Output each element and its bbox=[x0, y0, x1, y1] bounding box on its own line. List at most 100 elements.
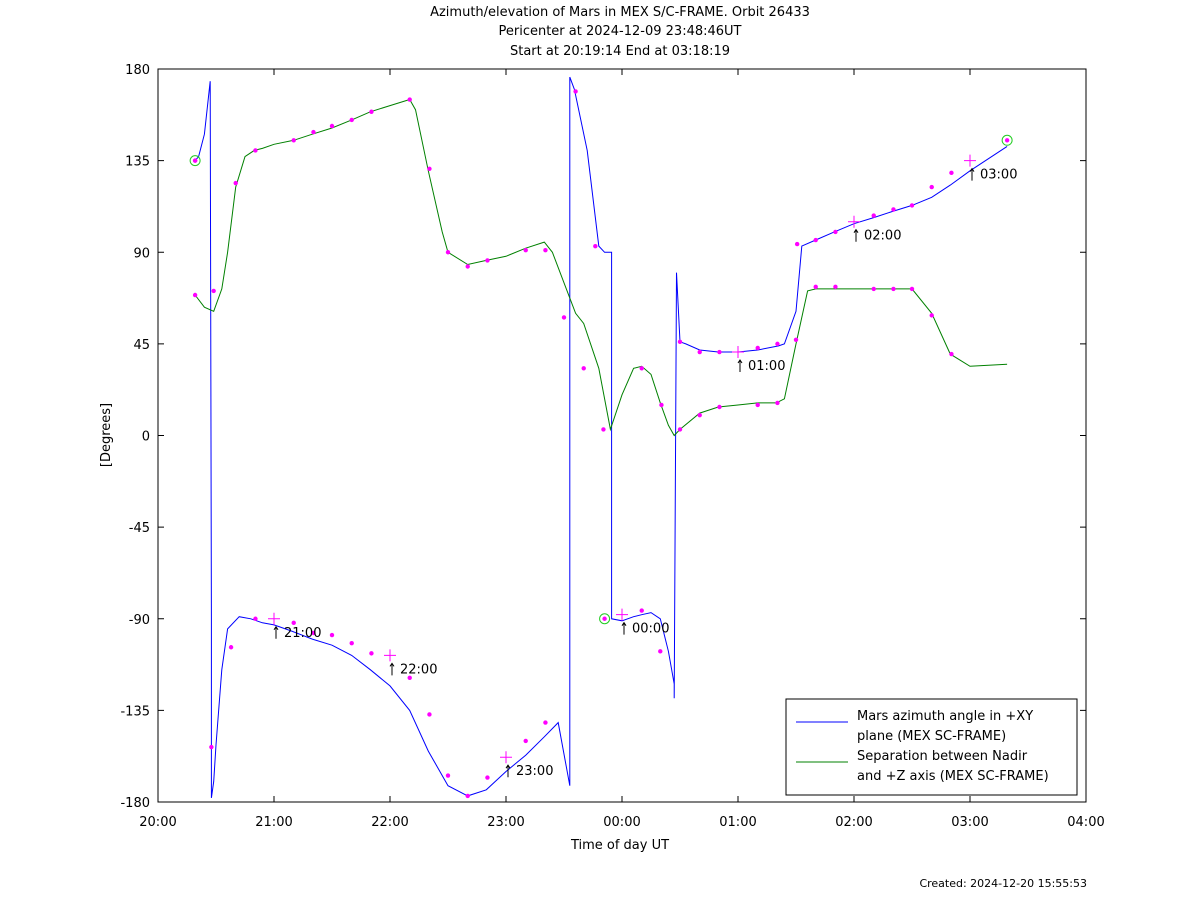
dot-marker bbox=[329, 123, 335, 129]
dot-marker bbox=[639, 366, 644, 371]
dot-marker bbox=[407, 675, 412, 680]
dot-marker bbox=[794, 241, 800, 247]
dot-marker bbox=[813, 237, 818, 243]
hour-plus-marker bbox=[732, 346, 744, 359]
dot-marker bbox=[329, 632, 335, 638]
dot-marker bbox=[485, 775, 490, 780]
hour-label: 00:00 bbox=[632, 622, 669, 637]
x-tick-label: 21:00 bbox=[255, 815, 292, 830]
hour-plus-marker bbox=[500, 751, 512, 764]
dot-marker bbox=[445, 773, 451, 778]
dot-marker bbox=[677, 339, 683, 345]
dot-marker bbox=[929, 313, 934, 318]
x-tick-label: 02:00 bbox=[835, 815, 872, 830]
hour-arrow bbox=[737, 359, 743, 373]
hour-arrow bbox=[389, 662, 395, 676]
dot-marker bbox=[465, 264, 470, 269]
dot-marker bbox=[311, 630, 316, 636]
hour-arrow bbox=[273, 625, 279, 639]
dot-marker bbox=[485, 258, 490, 263]
dot-marker bbox=[755, 345, 760, 351]
hour-plus-marker bbox=[848, 215, 860, 228]
series-line-0 bbox=[194, 76, 1008, 798]
endpoint-circle-marker bbox=[1001, 134, 1013, 146]
dot-marker bbox=[677, 427, 683, 432]
y-tick-label: 45 bbox=[133, 338, 150, 353]
dot-marker bbox=[573, 89, 578, 94]
dot-marker bbox=[658, 649, 663, 654]
dot-marker bbox=[909, 286, 915, 292]
y-tick-label: -45 bbox=[129, 521, 150, 536]
dot-marker bbox=[813, 284, 818, 290]
chart-title-line-3: Start at 20:19:14 End at 03:18:19 bbox=[509, 44, 731, 59]
y-tick-label: -135 bbox=[120, 704, 150, 719]
dot-marker bbox=[581, 366, 586, 371]
dot-marker bbox=[593, 243, 598, 249]
dot-marker bbox=[891, 286, 896, 292]
hour-plus-marker bbox=[964, 154, 976, 167]
dot-marker bbox=[465, 793, 470, 799]
dot-marker bbox=[543, 720, 548, 725]
dot-marker bbox=[407, 97, 412, 102]
hour-label: 23:00 bbox=[516, 764, 553, 779]
legend-box bbox=[785, 698, 1078, 796]
endpoint-dot-marker bbox=[602, 616, 607, 621]
hour-label: 03:00 bbox=[980, 168, 1017, 183]
dot-marker bbox=[561, 315, 567, 320]
dot-marker bbox=[793, 337, 799, 343]
dot-marker bbox=[369, 109, 374, 114]
dot-marker bbox=[445, 250, 451, 255]
legend-label: Separation between Nadir bbox=[857, 749, 1028, 764]
hour-plus-marker bbox=[384, 649, 396, 662]
hour-label: 02:00 bbox=[864, 229, 901, 244]
dot-marker bbox=[543, 248, 548, 253]
dot-marker bbox=[523, 248, 528, 253]
dot-marker bbox=[369, 651, 374, 656]
dot-marker bbox=[949, 170, 954, 176]
y-tick-label: 90 bbox=[133, 246, 150, 261]
y-tick-label: 135 bbox=[125, 155, 150, 170]
dot-marker bbox=[949, 351, 954, 357]
y-tick-label: -90 bbox=[129, 613, 150, 628]
x-tick-label: 00:00 bbox=[603, 815, 640, 830]
x-tick-label: 03:00 bbox=[951, 815, 988, 830]
endpoint-circle-marker bbox=[599, 613, 611, 625]
dot-marker bbox=[697, 349, 702, 355]
legend-label: Mars azimuth angle in +XY bbox=[857, 709, 1033, 724]
dot-marker bbox=[871, 286, 876, 292]
dot-marker bbox=[717, 349, 722, 355]
dot-marker bbox=[891, 207, 896, 212]
dot-marker bbox=[291, 620, 296, 626]
dot-marker bbox=[639, 608, 644, 613]
x-tick-label: 20:00 bbox=[139, 815, 176, 830]
dot-marker bbox=[349, 640, 354, 646]
dot-marker bbox=[427, 712, 432, 717]
series-lines bbox=[194, 76, 1008, 798]
chart-title-line-1: Azimuth/elevation of Mars in MEX S/C-FRA… bbox=[430, 5, 810, 20]
dot-marker bbox=[833, 229, 838, 235]
axes: 20:00 21:00 22:00 23:00 00:00 01:00 02:00 03:00… bbox=[120, 63, 1104, 830]
legend-label: plane (MEX SC-FRAME) bbox=[857, 729, 1006, 744]
dot-marker bbox=[775, 400, 780, 406]
y-tick-label: -180 bbox=[120, 796, 150, 811]
series-markers: 21:00 22:00 23:00 00:00 01:00 02:00 03:00 bbox=[189, 89, 1017, 799]
dot-marker bbox=[833, 284, 838, 290]
hour-label: 22:00 bbox=[400, 662, 437, 677]
dot-marker bbox=[311, 129, 316, 135]
dot-marker bbox=[659, 402, 664, 408]
dot-marker bbox=[253, 616, 258, 621]
dot-marker bbox=[755, 402, 760, 408]
hour-plus-marker bbox=[616, 608, 628, 621]
x-tick-label: 01:00 bbox=[719, 815, 756, 830]
dot-marker bbox=[209, 744, 214, 750]
dot-marker bbox=[192, 292, 198, 298]
dot-marker bbox=[427, 166, 432, 171]
dot-marker bbox=[233, 180, 238, 186]
hour-label: 01:00 bbox=[748, 359, 785, 374]
dot-marker bbox=[871, 213, 876, 218]
endpoint-dot-marker bbox=[1004, 138, 1010, 143]
created-timestamp: Created: 2024-12-20 15:55:53 bbox=[919, 877, 1087, 890]
hour-arrow bbox=[969, 167, 975, 181]
hour-arrow bbox=[853, 228, 859, 242]
